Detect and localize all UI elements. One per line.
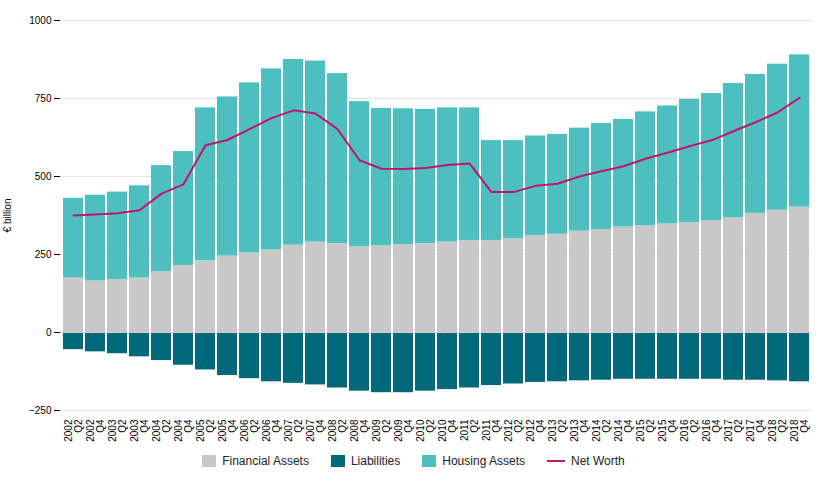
svg-text:2006Q2: 2006Q2: [239, 419, 260, 442]
svg-text:2002Q2: 2002Q2: [63, 419, 84, 442]
svg-text:2008Q4: 2008Q4: [349, 419, 370, 442]
svg-text:−250: −250: [29, 405, 52, 416]
svg-text:2010Q4: 2010Q4: [437, 419, 458, 442]
svg-text:500: 500: [35, 171, 52, 182]
svg-text:2011Q4: 2011Q4: [481, 419, 502, 441]
svg-text:2014Q2: 2014Q2: [591, 419, 612, 442]
svg-text:2005Q4: 2005Q4: [217, 419, 238, 442]
svg-text:2016Q2: 2016Q2: [679, 419, 700, 442]
svg-text:2011Q2: 2011Q2: [459, 419, 480, 441]
html-text:Liabilities: Liabilities: [350, 454, 401, 468]
svg-text:2018Q4: 2018Q4: [789, 419, 810, 442]
svg-text:2007Q4: 2007Q4: [305, 419, 326, 442]
svg-text:2008Q2: 2008Q2: [327, 419, 348, 442]
svg-text:2007Q2: 2007Q2: [283, 419, 304, 442]
svg-text:2006Q4: 2006Q4: [261, 419, 282, 442]
svg-text:2002Q4: 2002Q4: [85, 419, 106, 442]
svg-text:0: 0: [46, 327, 52, 338]
svg-text:2016Q4: 2016Q4: [701, 419, 722, 442]
svg-text:2003Q4: 2003Q4: [129, 419, 150, 442]
svg-text:2017Q2: 2017Q2: [723, 419, 744, 442]
svg-text:2005Q2: 2005Q2: [195, 419, 216, 442]
svg-text:2015Q4: 2015Q4: [657, 419, 678, 442]
svg-text:2004Q4: 2004Q4: [173, 419, 194, 442]
svg-text:€ billion: € billion: [2, 199, 13, 233]
svg-text:2013Q2: 2013Q2: [547, 419, 568, 442]
svg-text:2012Q2: 2012Q2: [503, 419, 524, 442]
svg-text:250: 250: [35, 249, 52, 260]
svg-text:2004Q2: 2004Q2: [151, 419, 172, 442]
svg-text:2003Q2: 2003Q2: [107, 419, 128, 442]
svg-text:2009Q2: 2009Q2: [371, 419, 392, 442]
svg-text:750: 750: [35, 93, 52, 104]
svg-text:1000: 1000: [29, 15, 52, 26]
svg-text:2015Q2: 2015Q2: [635, 419, 656, 442]
svg-text:2017Q4: 2017Q4: [745, 419, 766, 442]
svg-text:2018Q2: 2018Q2: [767, 419, 788, 442]
svg-text:2010Q2: 2010Q2: [415, 419, 436, 442]
svg-text:2014Q4: 2014Q4: [613, 419, 634, 442]
svg-text:2013Q4: 2013Q4: [569, 419, 590, 442]
html-text:Housing Assets: Housing Assets: [442, 454, 525, 468]
html-text:Net Worth: Net Worth: [571, 454, 625, 468]
html-text:Financial Assets: Financial Assets: [222, 454, 309, 468]
svg-text:2009Q4: 2009Q4: [393, 419, 414, 442]
svg-text:2012Q4: 2012Q4: [525, 419, 546, 442]
